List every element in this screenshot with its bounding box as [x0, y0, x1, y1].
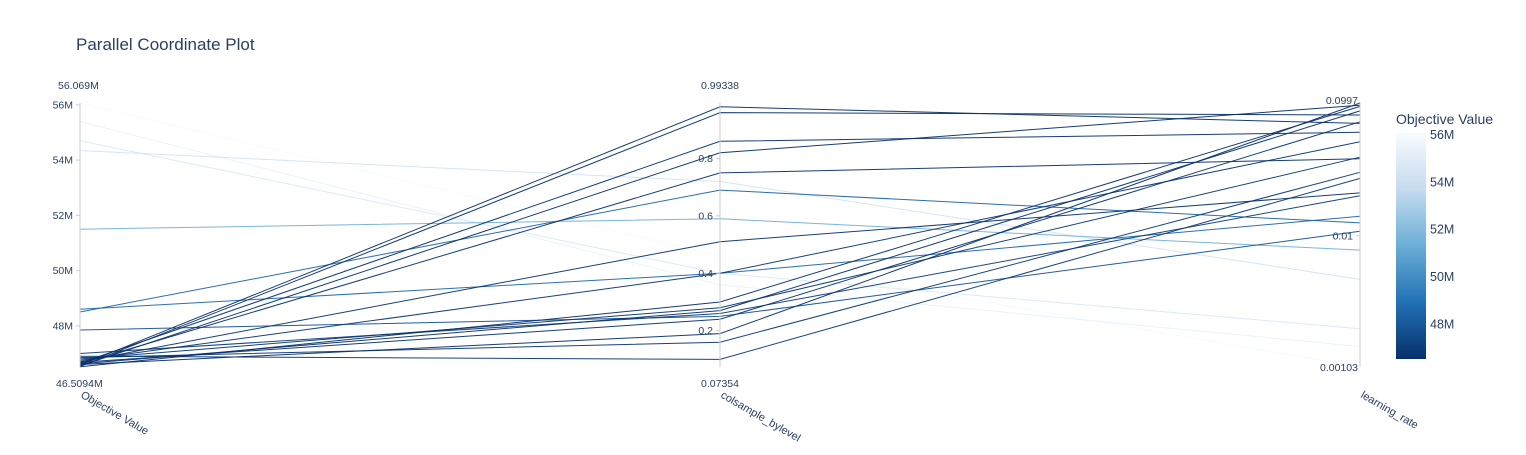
axis-tick-label: 48M — [53, 320, 73, 332]
axis-tick-label: 50M — [53, 265, 73, 277]
axis-title: colsample_bylevel — [719, 389, 803, 444]
colorbar-title: Objective Value — [1396, 111, 1493, 127]
colorbar-ticks: 48M 50M 52M 54M 56M — [1430, 128, 1454, 331]
axis-tick-label: 54M — [53, 155, 73, 167]
colorbar-tick-label: 54M — [1430, 175, 1454, 189]
axis-title: Objective Value — [79, 389, 151, 438]
axis-colsample-bylevel: 0.2 0.4 0.6 0.8 0.99338 0.07354colsample_byle… — [698, 80, 802, 445]
axis-tick-label: 0.01 — [1333, 230, 1354, 242]
chart-title: Parallel Coordinate Plot — [76, 35, 255, 54]
colorbar-tick-label: 48M — [1430, 317, 1454, 331]
axis-tick-label: 0.6 — [698, 210, 713, 222]
axis-range-min-label: 0.07354 — [701, 378, 739, 390]
axis-range-max-label: 0.0997 — [1326, 95, 1358, 107]
axis-range-min-label: 0.00103 — [1320, 362, 1358, 374]
colorbar-tick-label: 56M — [1430, 128, 1454, 142]
axis-tick-label: 0.2 — [698, 325, 713, 337]
colorbar-gradient — [1396, 133, 1426, 359]
axis-tick-label: 56M — [53, 99, 73, 111]
axis-tick-label: 0.4 — [698, 268, 713, 280]
axis-title: learning_rate — [1359, 389, 1421, 432]
colorbar-tick-label: 52M — [1430, 223, 1454, 237]
colorbar-tick-label: 50M — [1430, 270, 1454, 284]
axis-range-max-label: 56.069M — [58, 80, 99, 92]
axis-objective-value: 48M 50M 52M 54M 56M 56.069M 46.5094MObjective … — [53, 80, 151, 438]
axis-tick-label: 52M — [53, 210, 73, 222]
axis-range-min-label: 46.5094M — [56, 378, 103, 390]
colorbar: Objective Value 48M 50M 52M 54M 56M — [1396, 111, 1493, 359]
axis-tick-label: 0.8 — [698, 153, 713, 165]
axis-range-max-label: 0.99338 — [701, 80, 739, 92]
